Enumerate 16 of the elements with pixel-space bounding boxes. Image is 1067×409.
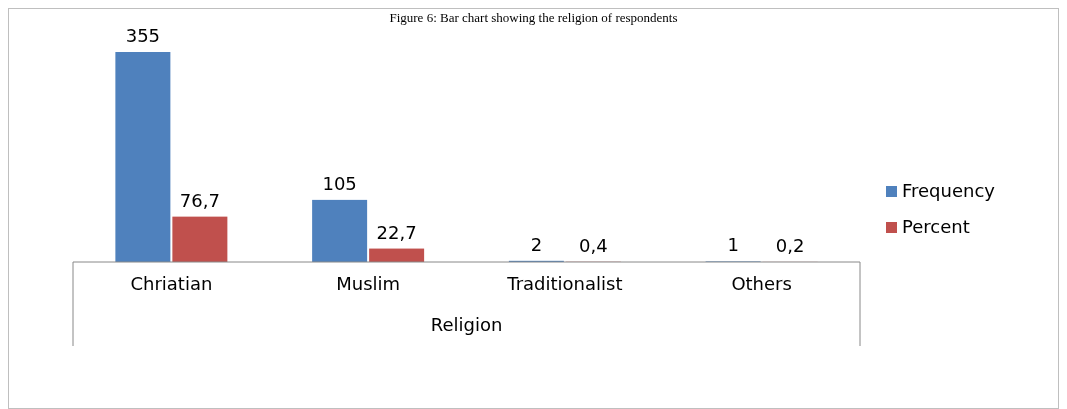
data-label: 1 — [727, 234, 739, 256]
x-tick-label: Muslim — [336, 273, 401, 294]
data-label: 105 — [322, 172, 357, 194]
chart-title: Figure 6: Bar chart showing the religion of respondents — [389, 10, 678, 25]
x-tick-label: Others — [731, 273, 792, 294]
legend-label: Frequency — [902, 180, 996, 201]
x-tick-label: Chriatian — [130, 273, 213, 294]
data-label: 0,2 — [775, 234, 805, 256]
data-label: 2 — [530, 233, 543, 255]
data-label: 355 — [125, 25, 161, 46]
data-label: 0,4 — [579, 234, 608, 256]
data-label: 22,7 — [376, 221, 417, 243]
x-axis-title: Religion — [430, 314, 503, 335]
data-label: 76,7 — [179, 189, 220, 211]
x-tick-label: Traditionalist — [506, 273, 623, 294]
legend-label: Percent — [902, 216, 970, 237]
